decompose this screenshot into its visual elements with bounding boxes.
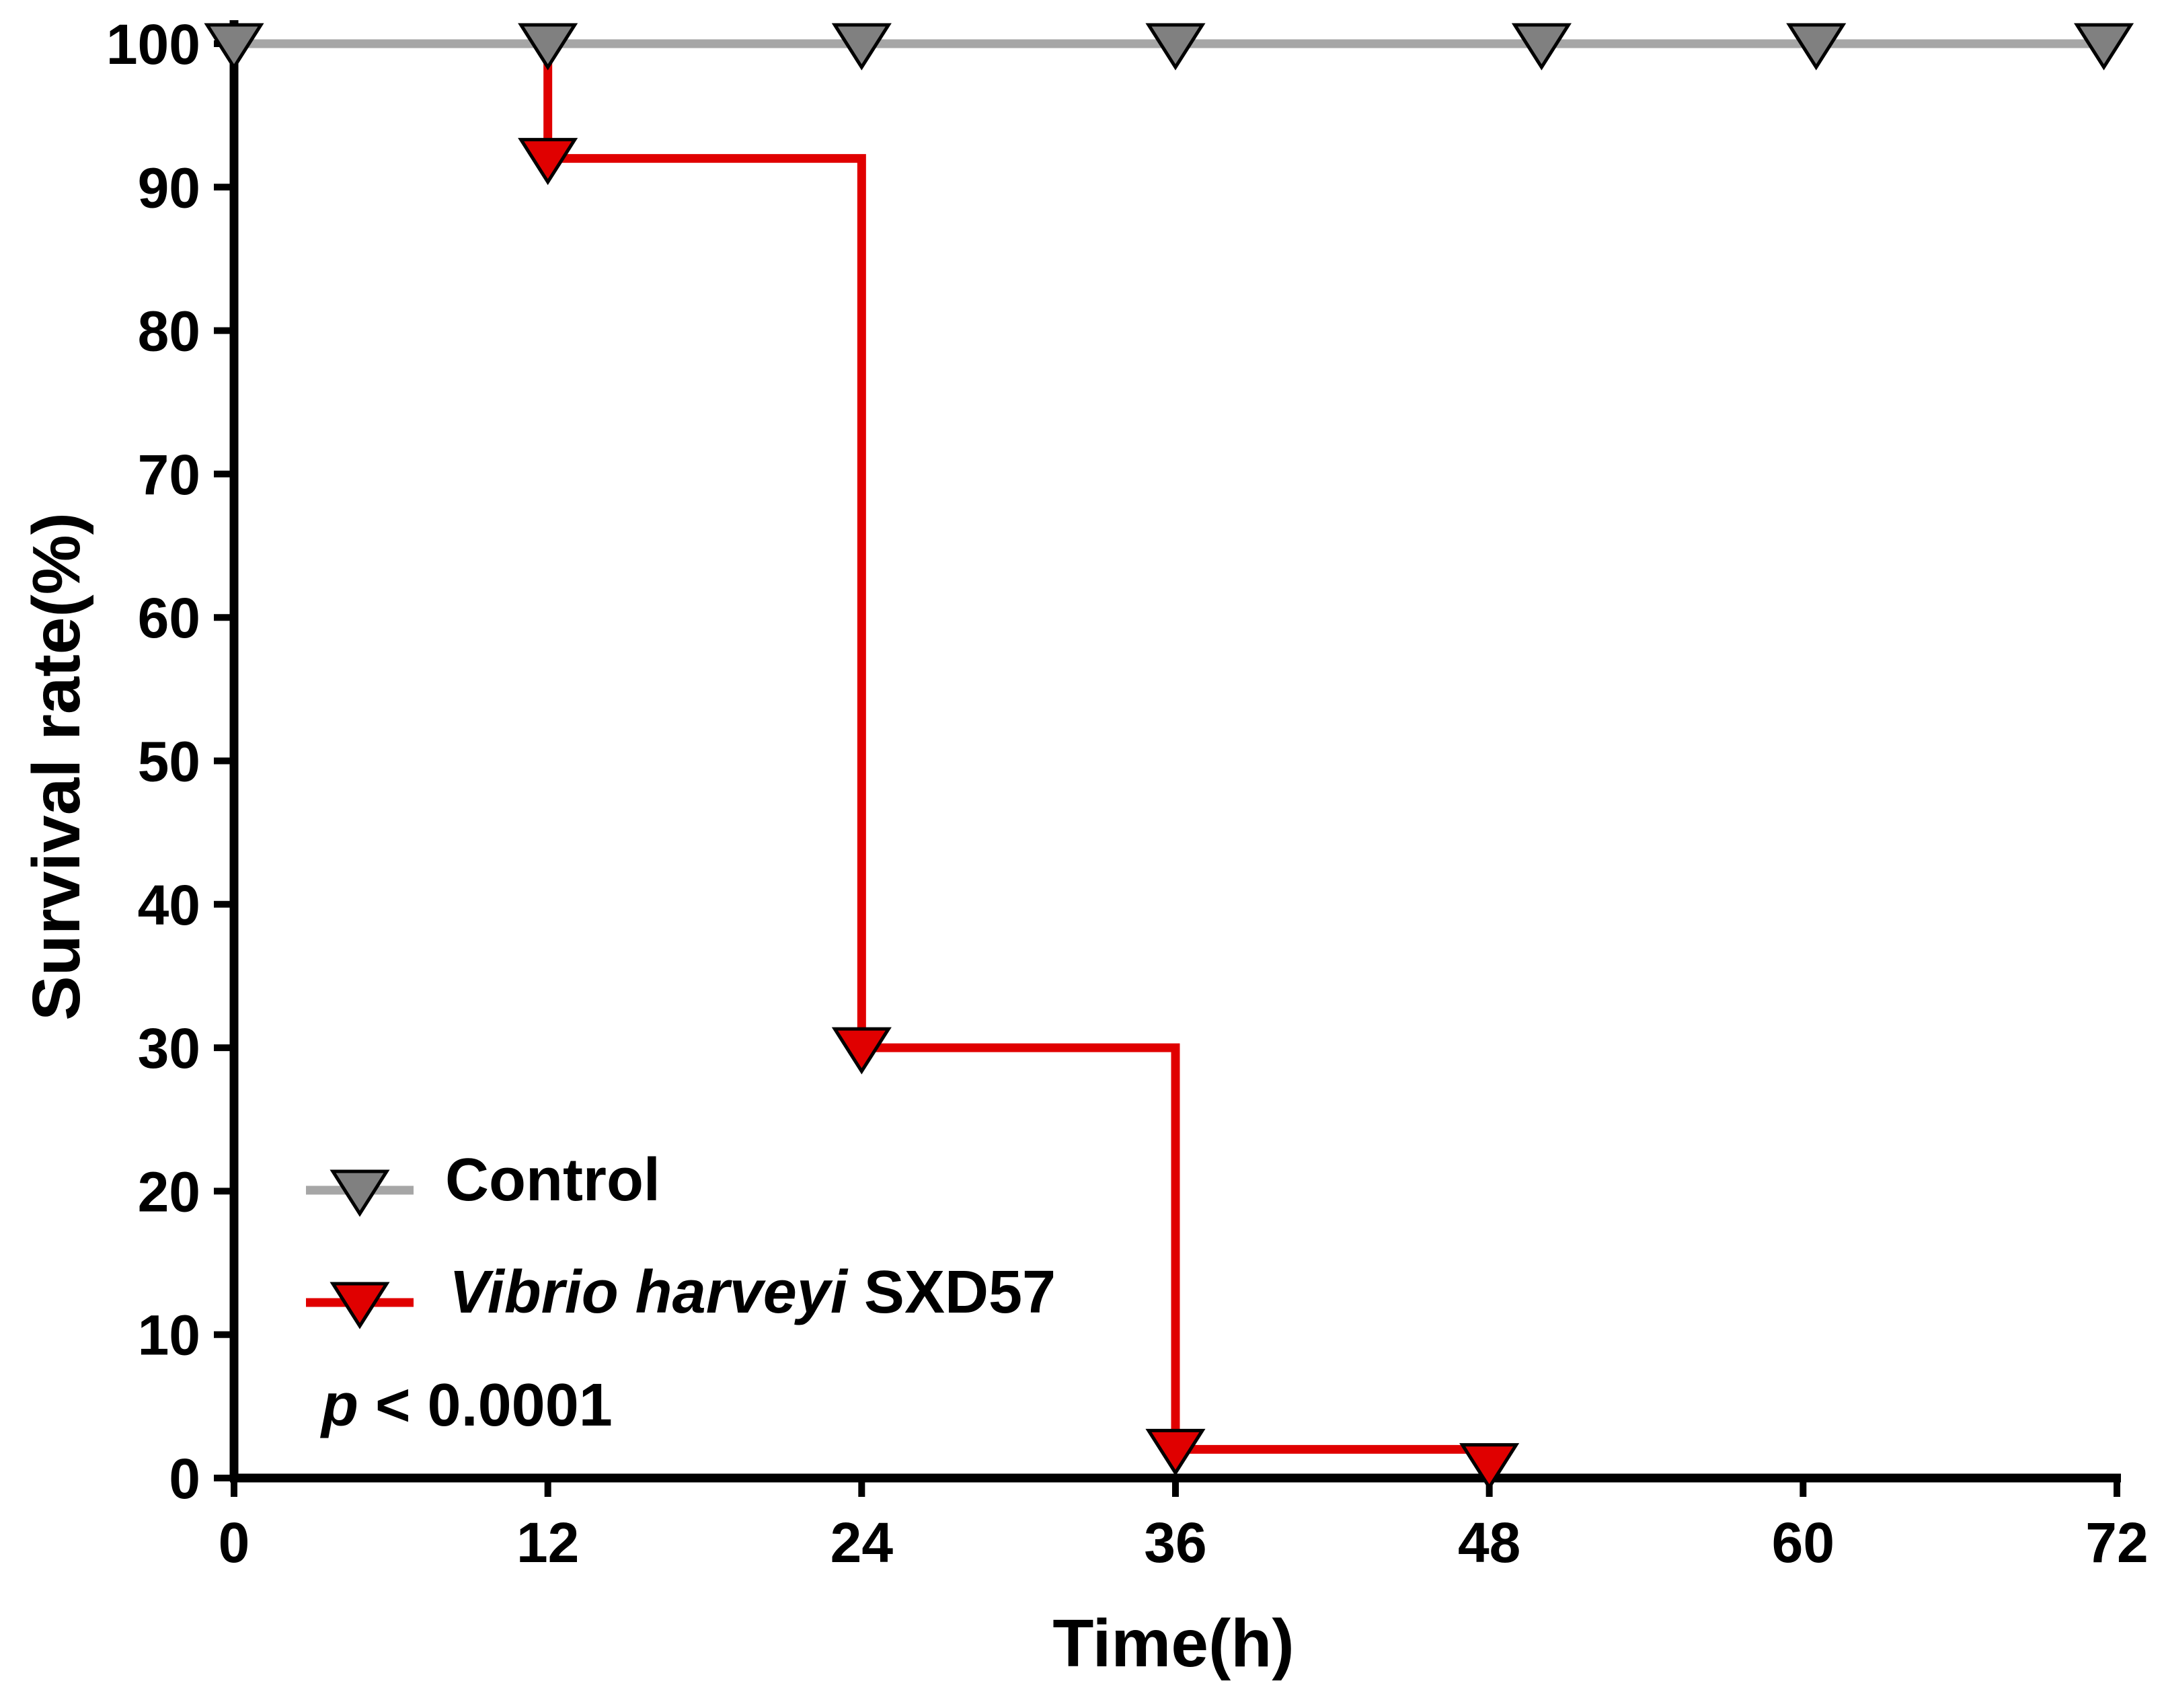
- legend-control-marker: [330, 1169, 390, 1217]
- y-tick-label-40: 40: [138, 874, 200, 937]
- legend-control-label: Control: [445, 1147, 660, 1214]
- y-tick-label-10: 10: [138, 1304, 200, 1367]
- y-tick-label-30: 30: [138, 1017, 200, 1080]
- axes-layer: 0 12 24 36 48 60 72 0 10 20 30 40 50 60 70 80 90 100: [106, 13, 2149, 1574]
- y-tick-label-60: 60: [138, 586, 200, 650]
- legend-vibrio-label: Vibrio harveyi SXD57: [449, 1259, 1056, 1326]
- series-vibrio-point: [1459, 1443, 1520, 1491]
- legend: Control Vibrio harveyi SXD57 p < 0.0001: [306, 1147, 1056, 1439]
- series-control-point: [1145, 23, 1206, 71]
- y-axis-title: Survival rate(%): [19, 512, 94, 1021]
- series-control-point: [1511, 23, 1572, 71]
- y-tick-label-90: 90: [138, 156, 200, 219]
- series-control-point: [204, 23, 264, 71]
- series-layer: [234, 39, 2117, 1454]
- x-tick-label-12: 12: [516, 1511, 579, 1574]
- x-tick-label-24: 24: [830, 1511, 894, 1574]
- y-tick-label-80: 80: [138, 300, 200, 363]
- series-vibrio-line: [543, 44, 1490, 1454]
- series-control-point: [2074, 23, 2134, 71]
- x-tick-label-0: 0: [219, 1511, 250, 1574]
- y-tick-label-50: 50: [138, 730, 200, 793]
- x-tick-label-72: 72: [2085, 1511, 2148, 1574]
- legend-vibrio-label-italic: Vibrio harveyi: [449, 1259, 849, 1326]
- x-tick-label-60: 60: [1772, 1511, 1834, 1574]
- x-tick-label-36: 36: [1144, 1511, 1206, 1574]
- y-tick-label-20: 20: [138, 1160, 200, 1223]
- x-axis-title: Time(h): [1052, 1606, 1294, 1681]
- series-vibrio-point: [518, 138, 578, 186]
- p-value-annotation: p < 0.0001: [320, 1372, 613, 1439]
- series-vibrio-point: [831, 1027, 892, 1075]
- series-vibrio-point: [1145, 1428, 1206, 1477]
- legend-vibrio-label-rest: SXD57: [847, 1259, 1056, 1326]
- y-tick-label-0: 0: [169, 1447, 200, 1510]
- y-tick-label-70: 70: [138, 443, 200, 506]
- series-control-point: [518, 23, 578, 71]
- legend-vibrio-marker: [330, 1282, 390, 1329]
- series-control-point: [1786, 23, 1847, 71]
- y-tick-label-100: 100: [106, 13, 200, 76]
- p-value-symbol: p: [320, 1372, 358, 1439]
- p-value-rest: < 0.0001: [358, 1372, 613, 1439]
- x-tick-label-48: 48: [1458, 1511, 1520, 1574]
- series-control-point: [831, 23, 892, 71]
